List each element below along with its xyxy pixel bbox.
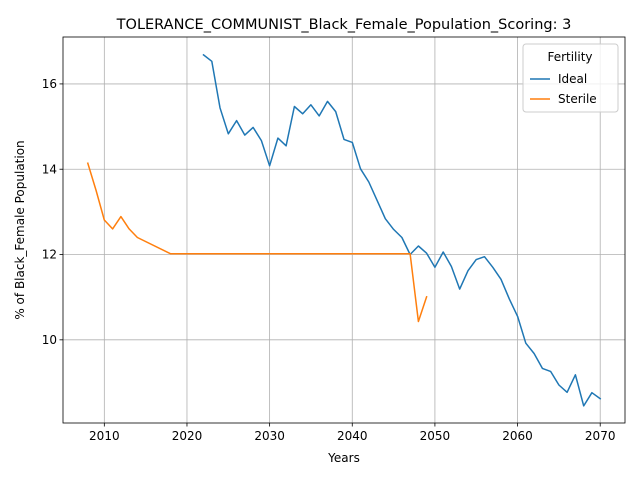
grid-lines [63, 37, 625, 423]
x-tick-label: 2010 [89, 429, 120, 443]
y-tick-label: 14 [42, 162, 57, 176]
x-tick-label: 2050 [420, 429, 451, 443]
x-tick-label: 2020 [172, 429, 203, 443]
y-tick-label: 12 [42, 248, 57, 262]
x-tick-label: 2040 [337, 429, 368, 443]
series-lines [86, 53, 602, 407]
series-line-ideal [202, 53, 602, 407]
chart-title: TOLERANCE_COMMUNIST_Black_Female_Populat… [116, 17, 572, 33]
legend-label-sterile: Sterile [558, 92, 597, 106]
x-axis-label: Years [327, 451, 360, 465]
x-tick-label: 2070 [585, 429, 616, 443]
legend-title: Fertility [547, 50, 592, 64]
legend: Fertility Ideal Sterile [522, 43, 619, 113]
y-tick-label: 16 [42, 77, 57, 91]
series-line-sterile [86, 162, 428, 323]
x-tick-label: 2030 [254, 429, 285, 443]
axis-ticks: 2010 2020 2030 2040 2050 2060 2070 10 12 14 16 [42, 77, 616, 443]
y-tick-label: 10 [42, 333, 57, 347]
legend-label-ideal: Ideal [558, 72, 587, 86]
y-axis-label: % of Black_Female Population [13, 140, 27, 319]
x-tick-label: 2060 [502, 429, 533, 443]
legend-box [522, 43, 619, 113]
plot-frame [62, 36, 626, 424]
